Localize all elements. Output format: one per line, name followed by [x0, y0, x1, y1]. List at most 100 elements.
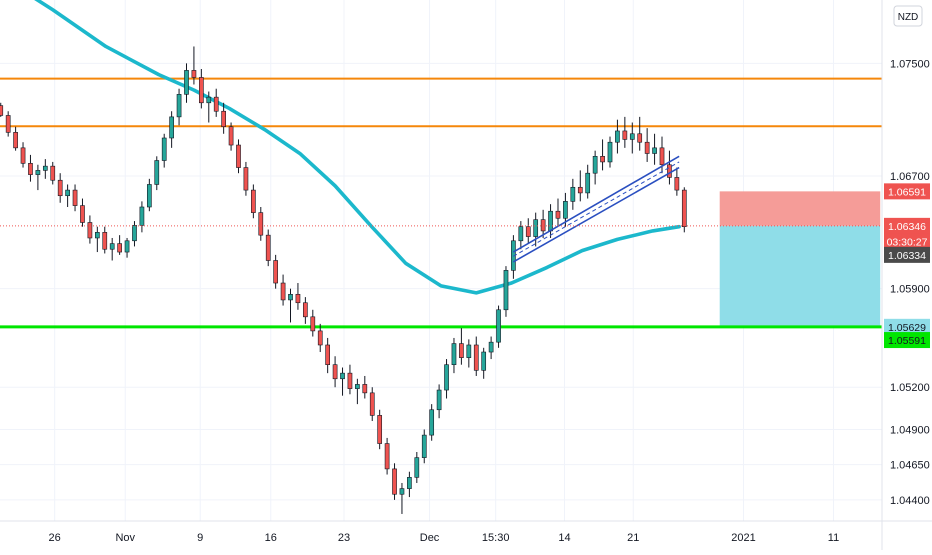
- candle[interactable]: [35, 164, 41, 191]
- candle[interactable]: [444, 359, 449, 399]
- candle[interactable]: [600, 139, 605, 171]
- candle[interactable]: [303, 297, 308, 324]
- candle[interactable]: [243, 161, 249, 196]
- candle[interactable]: [236, 139, 241, 174]
- candle[interactable]: [570, 178, 576, 210]
- candle[interactable]: [644, 128, 650, 162]
- candle[interactable]: [436, 384, 442, 419]
- candle[interactable]: [317, 323, 323, 353]
- candle[interactable]: [251, 184, 256, 219]
- candle[interactable]: [362, 375, 368, 399]
- candle[interactable]: [503, 266, 509, 317]
- candle[interactable]: [191, 46, 197, 85]
- candle[interactable]: [369, 387, 375, 422]
- candle[interactable]: [102, 226, 108, 254]
- channel-middle-line[interactable]: [513, 161, 680, 257]
- candle[interactable]: [273, 254, 278, 289]
- candle[interactable]: [355, 378, 360, 405]
- candle[interactable]: [451, 337, 457, 374]
- candle[interactable]: [585, 164, 591, 199]
- candle[interactable]: [652, 133, 657, 165]
- candle[interactable]: [176, 88, 182, 126]
- candle[interactable]: [87, 215, 93, 244]
- candle[interactable]: [154, 156, 160, 191]
- candle[interactable]: [399, 482, 405, 514]
- channel-lower-line[interactable]: [512, 166, 680, 263]
- candle[interactable]: [117, 235, 122, 255]
- candle[interactable]: [109, 237, 115, 261]
- moving-average-line[interactable]: [0, 0, 681, 295]
- candle[interactable]: [555, 198, 561, 227]
- candle[interactable]: [258, 206, 264, 241]
- candle[interactable]: [421, 429, 427, 464]
- price-axis[interactable]: 1.07500 1.06700 1.05900 1.05200 1.04900 1.046…: [881, 0, 930, 550]
- candle[interactable]: [629, 122, 635, 154]
- candle[interactable]: [414, 452, 420, 483]
- candle[interactable]: [28, 154, 33, 182]
- candle[interactable]: [518, 221, 524, 250]
- candle[interactable]: [681, 187, 687, 233]
- candle[interactable]: [139, 201, 145, 233]
- candle[interactable]: [184, 63, 189, 103]
- candle[interactable]: [94, 226, 100, 253]
- candle[interactable]: [533, 212, 539, 247]
- candle[interactable]: [340, 367, 345, 396]
- candle[interactable]: [548, 204, 553, 238]
- currency-button[interactable]: NZD: [893, 5, 923, 27]
- candle[interactable]: [540, 209, 546, 238]
- stop-loss-zone[interactable]: [719, 191, 881, 226]
- candle[interactable]: [377, 409, 383, 450]
- candle[interactable]: [0, 102, 4, 117]
- candle[interactable]: [228, 122, 234, 151]
- candle[interactable]: [332, 356, 338, 388]
- candle[interactable]: [459, 328, 464, 365]
- time-axis[interactable]: 26 Nov 9 16 23 Dec 15:30 14 21 2021 11: [0, 520, 932, 544]
- candle[interactable]: [42, 159, 48, 179]
- candle[interactable]: [310, 309, 316, 337]
- candle[interactable]: [429, 404, 435, 441]
- candle[interactable]: [488, 336, 494, 360]
- candle[interactable]: [615, 119, 620, 154]
- candle[interactable]: [347, 364, 353, 395]
- candle[interactable]: [392, 463, 397, 500]
- candle[interactable]: [407, 471, 412, 498]
- candle[interactable]: [221, 102, 226, 134]
- candle[interactable]: [80, 198, 85, 227]
- candle[interactable]: [124, 237, 130, 258]
- candle[interactable]: [325, 337, 331, 374]
- candle[interactable]: [161, 133, 167, 168]
- candle[interactable]: [481, 347, 487, 379]
- candle[interactable]: [288, 288, 293, 323]
- candle[interactable]: [473, 336, 479, 376]
- take-profit-zone[interactable]: [719, 225, 881, 327]
- candle[interactable]: [511, 235, 516, 279]
- candle[interactable]: [496, 305, 501, 348]
- candle[interactable]: [577, 170, 583, 202]
- candle[interactable]: [674, 167, 680, 196]
- candle[interactable]: [525, 218, 531, 244]
- channel-upper-line[interactable]: [512, 155, 680, 253]
- candle[interactable]: [466, 339, 472, 368]
- candle[interactable]: [607, 136, 613, 168]
- candle[interactable]: [72, 184, 78, 212]
- candle[interactable]: [57, 173, 63, 203]
- candle[interactable]: [622, 116, 628, 148]
- candle[interactable]: [20, 142, 26, 168]
- candle[interactable]: [637, 116, 643, 151]
- candle[interactable]: [146, 178, 152, 212]
- candle[interactable]: [667, 150, 672, 185]
- candle[interactable]: [592, 150, 598, 185]
- candle[interactable]: [65, 184, 70, 207]
- candle[interactable]: [169, 111, 174, 148]
- candle[interactable]: [213, 88, 219, 117]
- candle[interactable]: [206, 91, 212, 123]
- candle[interactable]: [280, 274, 286, 306]
- candle[interactable]: [13, 126, 18, 151]
- candle[interactable]: [295, 283, 301, 310]
- candle[interactable]: [132, 221, 137, 247]
- candle[interactable]: [199, 68, 204, 109]
- candle[interactable]: [265, 229, 271, 267]
- candle[interactable]: [384, 437, 390, 475]
- candle[interactable]: [50, 161, 56, 185]
